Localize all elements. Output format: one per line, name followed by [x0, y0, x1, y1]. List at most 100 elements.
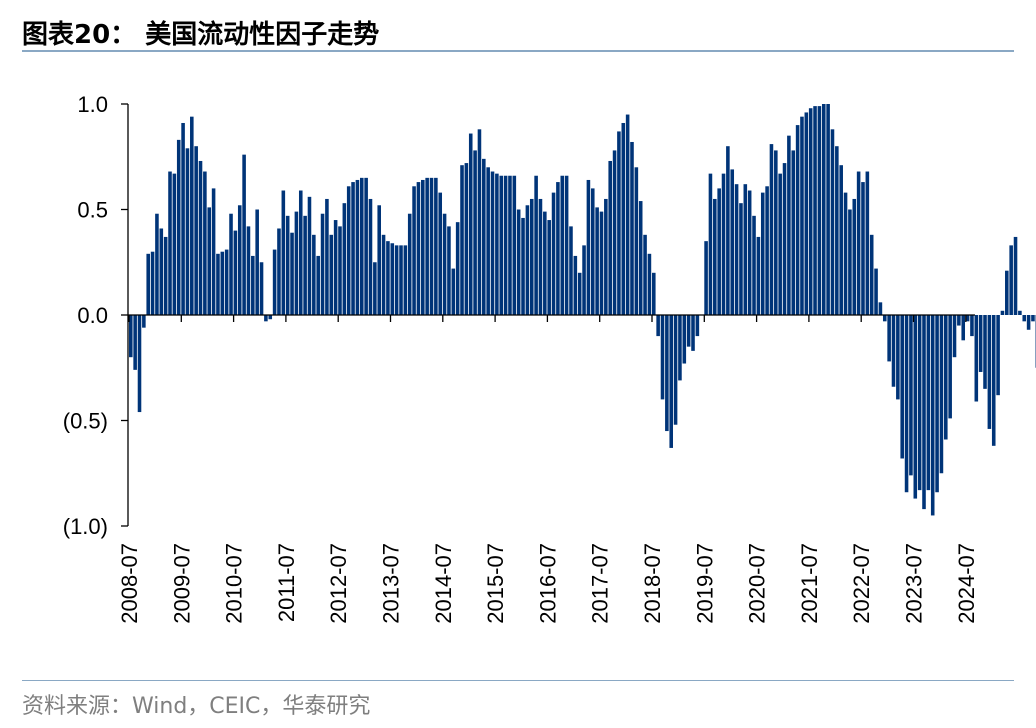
bar [342, 203, 347, 315]
bar [765, 186, 769, 315]
bar [821, 104, 826, 315]
bar [329, 234, 334, 315]
bar [438, 192, 443, 315]
bar [359, 177, 364, 315]
bar [277, 228, 281, 315]
bar [1022, 315, 1027, 322]
bar [743, 184, 748, 315]
bar [416, 182, 421, 315]
bar [560, 175, 565, 315]
bar [303, 215, 307, 315]
x-tick-label: 2022-07 [849, 543, 874, 624]
bar [355, 179, 360, 315]
x-tick-label: 2021-07 [797, 543, 822, 624]
x-tick-label: 2016-07 [535, 543, 560, 624]
bar [224, 249, 229, 315]
bar [525, 205, 530, 315]
bar [704, 241, 708, 315]
bar [935, 315, 939, 493]
bar [874, 268, 878, 315]
bar [255, 209, 259, 315]
bar [512, 175, 517, 315]
bar [447, 226, 451, 315]
bar [760, 192, 765, 315]
bar [965, 315, 970, 322]
bar [564, 175, 569, 315]
bar [429, 177, 434, 315]
bar [207, 207, 212, 315]
bar [660, 315, 665, 400]
bar [364, 177, 368, 315]
bar [604, 198, 608, 315]
bar [381, 234, 386, 315]
bar [808, 108, 813, 315]
bar [312, 234, 316, 315]
bar [782, 163, 787, 315]
bar [211, 188, 216, 315]
y-tick-label: (1.0) [63, 514, 108, 539]
bar [795, 125, 800, 315]
bar [137, 315, 142, 413]
bar [521, 217, 525, 315]
bar [826, 104, 830, 315]
x-tick-label: 2008-07 [117, 543, 142, 624]
bar [307, 196, 312, 315]
bar [412, 186, 416, 315]
bar [338, 226, 342, 315]
bar [190, 116, 194, 315]
bar [486, 167, 490, 315]
bar [944, 315, 948, 440]
bar [691, 315, 695, 351]
bar [421, 179, 425, 315]
bar [708, 173, 713, 315]
bar [407, 213, 412, 315]
bar [865, 171, 870, 315]
bar [987, 315, 992, 429]
bar [752, 215, 756, 315]
bar [172, 173, 177, 315]
x-tick-label: 2014-07 [431, 543, 456, 624]
bar [577, 272, 582, 315]
bar [961, 315, 966, 341]
bar [499, 175, 504, 315]
bar [181, 122, 185, 316]
bar [508, 175, 512, 315]
bar [142, 315, 146, 328]
source-note: 资料来源：Wind，CEIC，华泰研究 [22, 694, 371, 719]
bar [272, 249, 277, 315]
x-tick-label: 2017-07 [588, 543, 613, 624]
bar [887, 315, 891, 362]
y-tick-label: 0.5 [77, 198, 108, 223]
bar [399, 245, 403, 315]
bar [882, 315, 887, 322]
bar [455, 222, 460, 315]
bar [582, 245, 586, 315]
bar [155, 213, 159, 315]
bar [1005, 270, 1009, 315]
bar [922, 315, 926, 510]
x-tick-label: 2009-07 [169, 543, 194, 624]
bar [726, 146, 730, 315]
bar [1000, 310, 1005, 315]
bar [774, 150, 778, 315]
bar [835, 146, 839, 315]
bar [425, 177, 429, 315]
bar [129, 315, 133, 358]
bar [264, 315, 268, 322]
bar [529, 198, 534, 315]
bar [778, 173, 782, 315]
bar [386, 241, 390, 315]
bar [390, 243, 395, 315]
bar [220, 251, 225, 315]
bar [713, 198, 717, 315]
bar [377, 205, 381, 315]
bar [237, 205, 242, 315]
bar [477, 129, 482, 315]
x-tick-label: 2011-07 [274, 543, 299, 622]
bar [730, 169, 735, 315]
bar [861, 182, 865, 315]
bar [473, 150, 477, 315]
bar [538, 198, 543, 315]
chart-title: 图表20： 美国流动性因子走势 [22, 20, 380, 50]
